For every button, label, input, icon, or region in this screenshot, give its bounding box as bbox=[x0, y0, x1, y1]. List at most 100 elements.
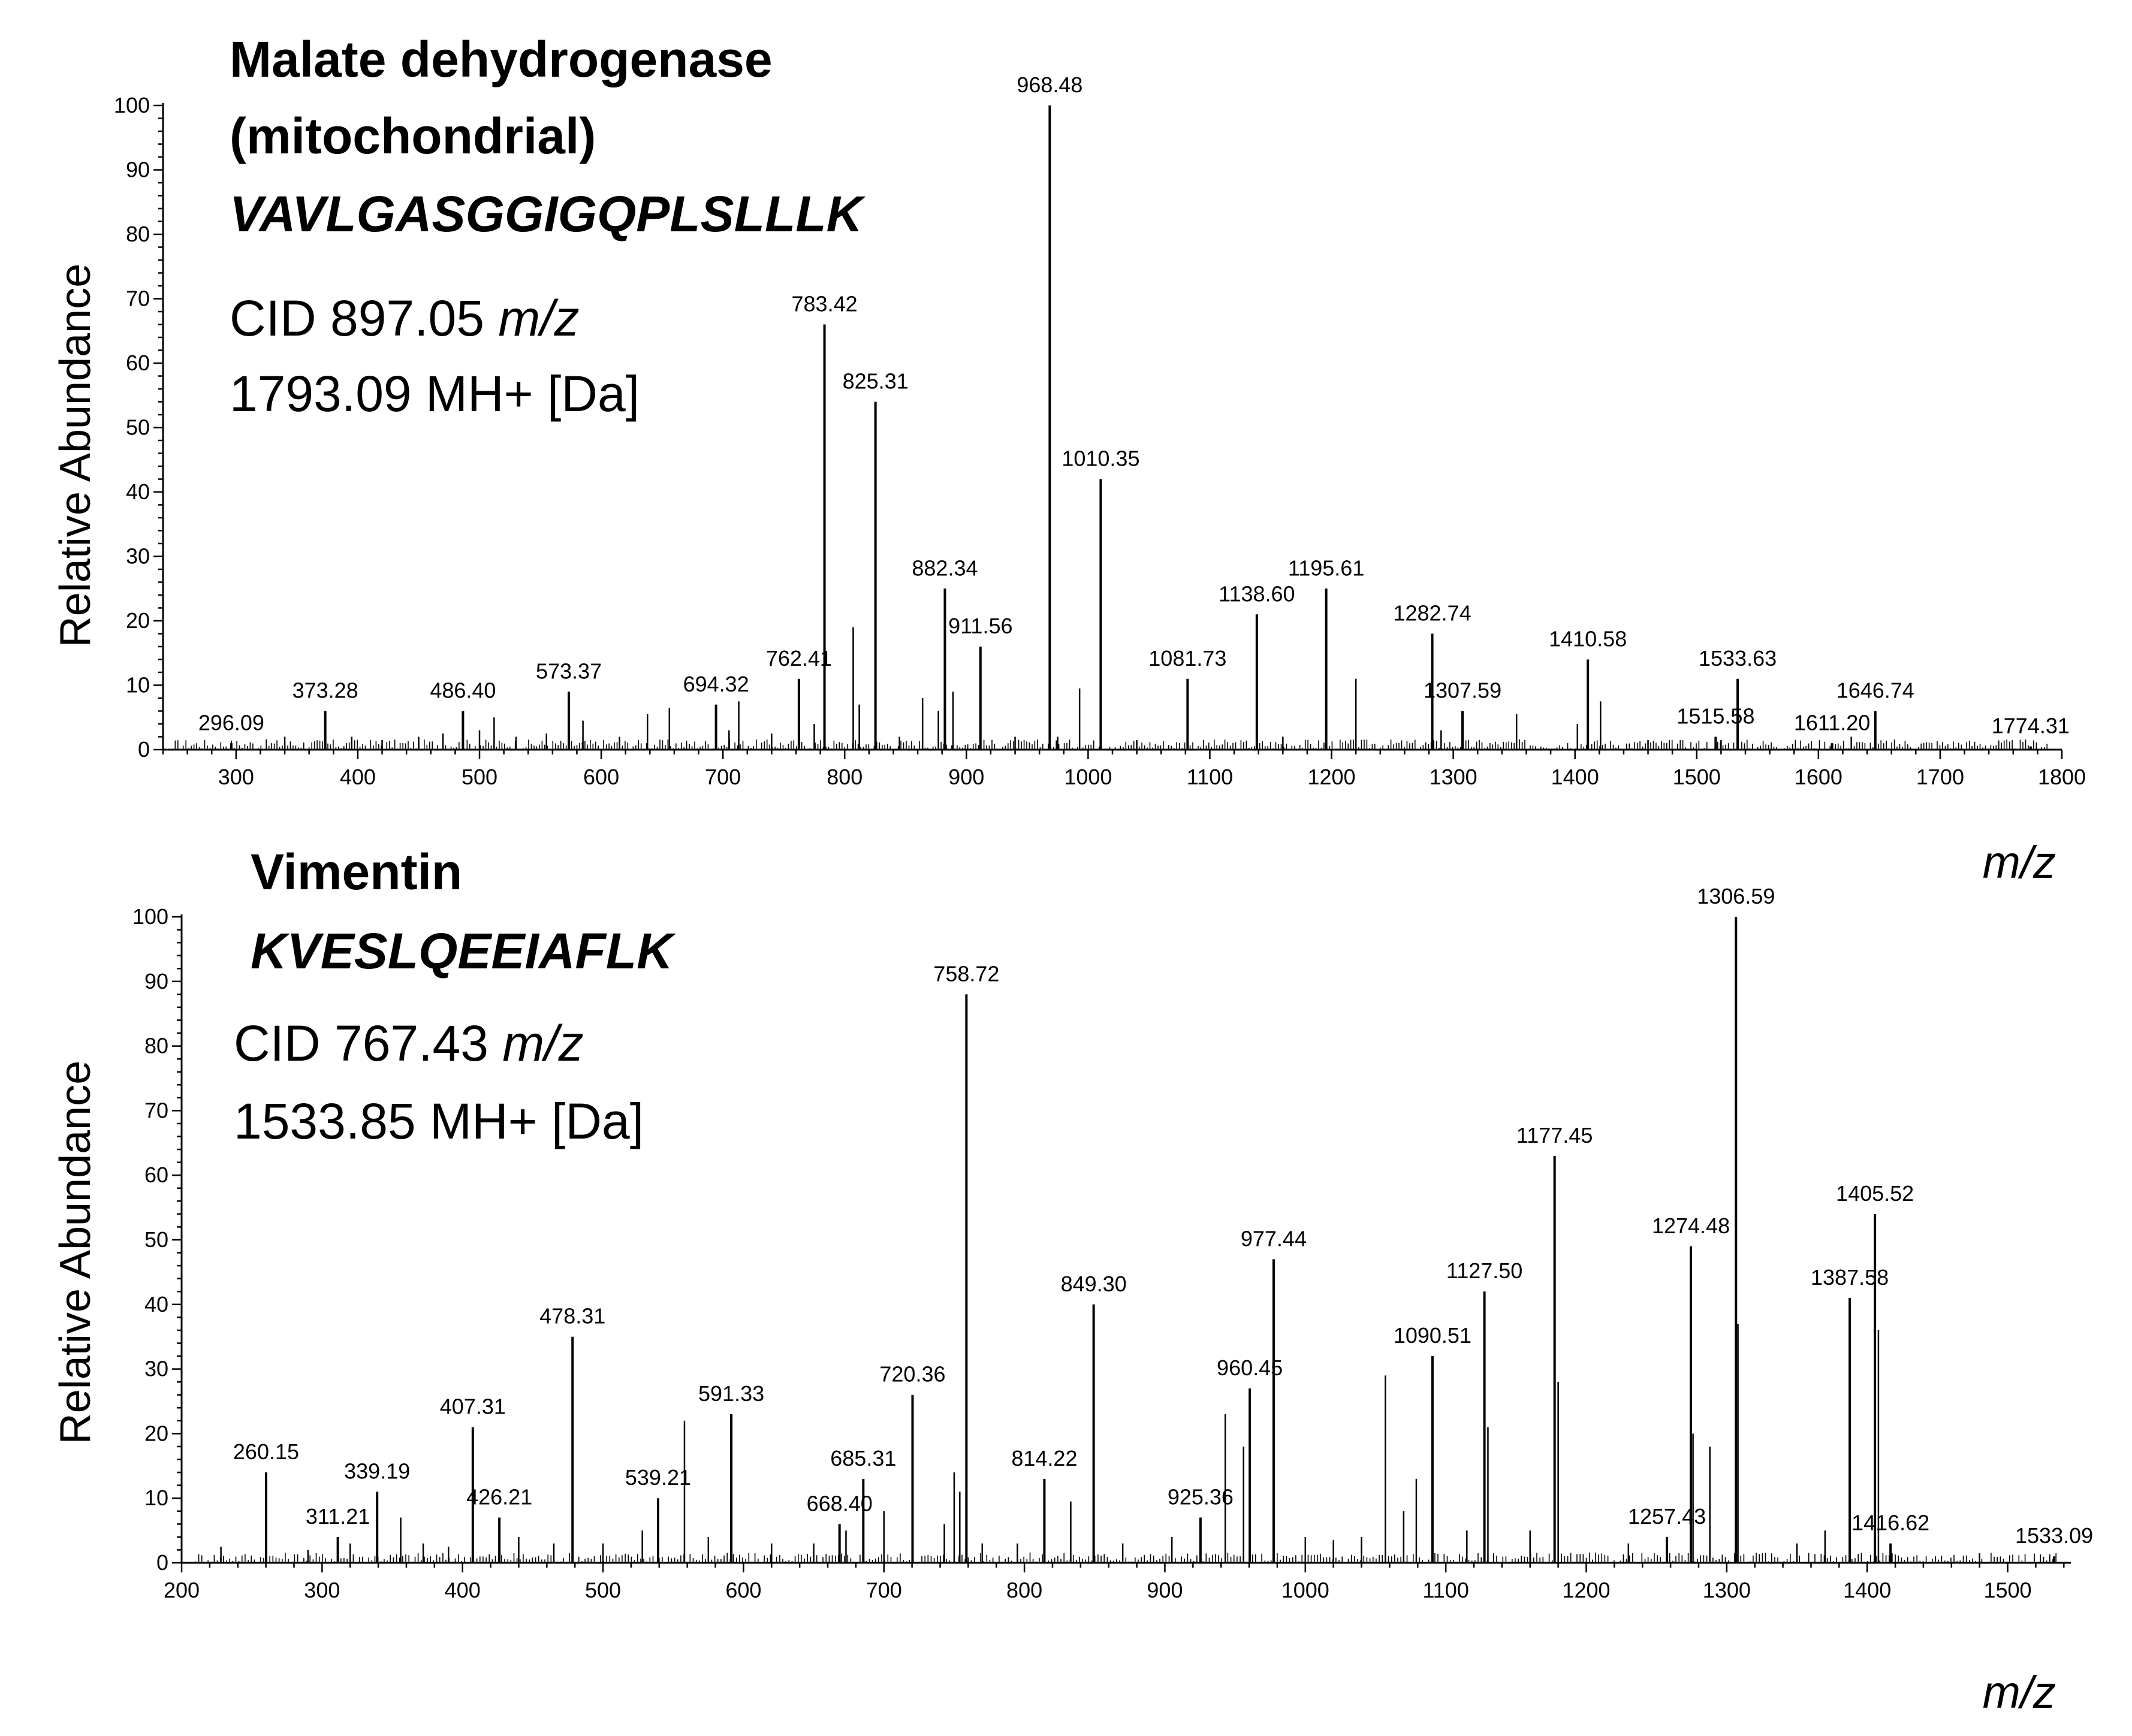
peak-label: 1646.74 bbox=[1837, 678, 1914, 703]
x-tick-label: 1800 bbox=[2038, 765, 2086, 789]
y-tick-label: 100 bbox=[114, 93, 150, 117]
protein-subtitle: (mitochondrial) bbox=[230, 108, 596, 164]
peak-label: 1405.52 bbox=[1836, 1181, 1914, 1206]
x-tick-label: 1100 bbox=[1422, 1578, 1468, 1602]
baseline-noise bbox=[195, 1552, 2056, 1563]
peak-label: 573.37 bbox=[536, 659, 602, 683]
x-axis-label: m/z bbox=[1983, 837, 2056, 888]
peak-label: 720.36 bbox=[879, 1362, 945, 1387]
peak-label: 339.19 bbox=[344, 1459, 410, 1483]
peak-label: 1533.09 bbox=[2015, 1523, 2093, 1548]
y-tick-label: 100 bbox=[132, 904, 168, 929]
peak-label: 694.32 bbox=[683, 672, 749, 696]
peak-label: 1416.62 bbox=[1851, 1511, 1929, 1535]
y-tick-label: 30 bbox=[144, 1357, 168, 1381]
y-tick-label: 50 bbox=[126, 415, 150, 440]
y-axis-label: Relative Abundance bbox=[52, 264, 99, 647]
x-tick-label: 600 bbox=[725, 1578, 761, 1602]
peak-label: 1387.58 bbox=[1811, 1265, 1889, 1290]
x-tick-label: 500 bbox=[462, 765, 497, 789]
peak-label: 911.56 bbox=[948, 614, 1012, 638]
peak-label: 1410.58 bbox=[1549, 627, 1627, 651]
protein-name: Vimentin bbox=[251, 844, 462, 900]
x-tick-label: 300 bbox=[304, 1578, 340, 1602]
x-tick-label: 1600 bbox=[1795, 765, 1842, 789]
peak-label: 1611.20 bbox=[1794, 710, 1870, 735]
y-tick-label: 80 bbox=[144, 1034, 168, 1058]
x-tick-label: 1200 bbox=[1307, 765, 1355, 789]
x-tick-label: 1100 bbox=[1187, 765, 1233, 789]
y-tick-label: 40 bbox=[126, 479, 150, 504]
peak-label: 1081.73 bbox=[1148, 646, 1226, 671]
peak-label: 539.21 bbox=[625, 1465, 691, 1490]
x-tick-label: 500 bbox=[585, 1578, 621, 1602]
x-tick-label: 1300 bbox=[1430, 765, 1477, 789]
y-tick-label: 30 bbox=[126, 544, 150, 569]
peak-label: 685.31 bbox=[830, 1446, 896, 1471]
peak-label: 825.31 bbox=[843, 369, 909, 394]
y-tick-label: 0 bbox=[138, 737, 150, 762]
x-tick-label: 300 bbox=[218, 765, 254, 789]
precursor-mh: 1533.85 MH+ [Da] bbox=[234, 1093, 644, 1149]
y-tick-label: 20 bbox=[144, 1421, 168, 1445]
x-tick-label: 400 bbox=[340, 765, 376, 789]
y-tick-label: 90 bbox=[144, 969, 168, 994]
precursor-cid: CID 897.05 m/z bbox=[230, 290, 580, 346]
peak-label: 1195.61 bbox=[1288, 555, 1364, 580]
x-tick-label: 1200 bbox=[1562, 1578, 1610, 1602]
x-tick-label: 1400 bbox=[1843, 1578, 1891, 1602]
peak-label: 783.42 bbox=[792, 292, 858, 316]
peak-label: 1307.59 bbox=[1424, 678, 1501, 703]
peak-label: 849.30 bbox=[1061, 1272, 1127, 1296]
y-tick-label: 80 bbox=[126, 222, 150, 246]
peak-label: 1533.63 bbox=[1699, 646, 1777, 671]
peptide-sequence: KVESLQEEIAFLK bbox=[251, 923, 676, 979]
precursor-mh: 1793.09 MH+ [Da] bbox=[230, 366, 640, 422]
peak-label: 296.09 bbox=[198, 710, 264, 735]
x-axis-label: m/z bbox=[1983, 1667, 2056, 1718]
peak-label: 373.28 bbox=[292, 678, 358, 703]
x-tick-label: 800 bbox=[827, 765, 863, 789]
peak-label: 814.22 bbox=[1011, 1446, 1077, 1471]
peak-label: 407.31 bbox=[440, 1394, 506, 1419]
x-tick-label: 700 bbox=[866, 1578, 902, 1602]
y-tick-label: 20 bbox=[126, 608, 150, 633]
peak-label: 1138.60 bbox=[1219, 581, 1295, 606]
protein-name: Malate dehydrogenase bbox=[230, 31, 773, 87]
x-tick-label: 1000 bbox=[1281, 1578, 1329, 1602]
peak-label: 758.72 bbox=[933, 961, 999, 986]
y-tick-label: 50 bbox=[144, 1227, 168, 1252]
y-tick-label: 0 bbox=[156, 1550, 168, 1575]
peak-label: 925.36 bbox=[1168, 1485, 1234, 1509]
x-tick-label: 900 bbox=[1147, 1578, 1183, 1602]
peak-label: 977.44 bbox=[1241, 1226, 1307, 1251]
peak-label: 311.21 bbox=[306, 1504, 370, 1529]
peak-label: 762.41 bbox=[766, 646, 832, 671]
peak-label: 486.40 bbox=[430, 678, 496, 703]
baseline-noise bbox=[174, 739, 2047, 750]
y-tick-label: 10 bbox=[126, 673, 150, 698]
x-tick-label: 1500 bbox=[1673, 765, 1721, 789]
y-tick-label: 70 bbox=[144, 1098, 168, 1122]
peak-label: 668.40 bbox=[807, 1491, 873, 1515]
peak-label: 260.15 bbox=[233, 1439, 299, 1464]
x-tick-label: 200 bbox=[164, 1578, 200, 1602]
plot-area: 0 10 20 30 40 50 60 70 80 90 100 200 300 400 500 600 700… bbox=[132, 884, 2093, 1602]
y-tick-label: 60 bbox=[126, 351, 150, 375]
vimentin-spectrum: Relative Abundance Vimentin KVESLQEEIAFL… bbox=[52, 844, 2093, 1718]
y-tick-label: 90 bbox=[126, 158, 150, 182]
x-tick-label: 800 bbox=[1006, 1578, 1042, 1602]
peak-label: 1127.50 bbox=[1446, 1258, 1522, 1283]
y-tick-label: 70 bbox=[126, 286, 150, 311]
peak-label: 1090.51 bbox=[1394, 1323, 1471, 1348]
y-axis-label: Relative Abundance bbox=[52, 1061, 99, 1444]
x-tick-label: 1400 bbox=[1551, 765, 1599, 789]
peak-label: 1010.35 bbox=[1062, 446, 1139, 471]
peak-label: 1515.58 bbox=[1676, 704, 1754, 729]
peak-label: 1306.59 bbox=[1697, 884, 1775, 908]
peak-label: 1282.74 bbox=[1393, 601, 1471, 626]
peak-label: 1274.48 bbox=[1652, 1213, 1730, 1238]
peak-label: 591.33 bbox=[698, 1381, 764, 1406]
peak-label: 960.45 bbox=[1217, 1355, 1283, 1380]
